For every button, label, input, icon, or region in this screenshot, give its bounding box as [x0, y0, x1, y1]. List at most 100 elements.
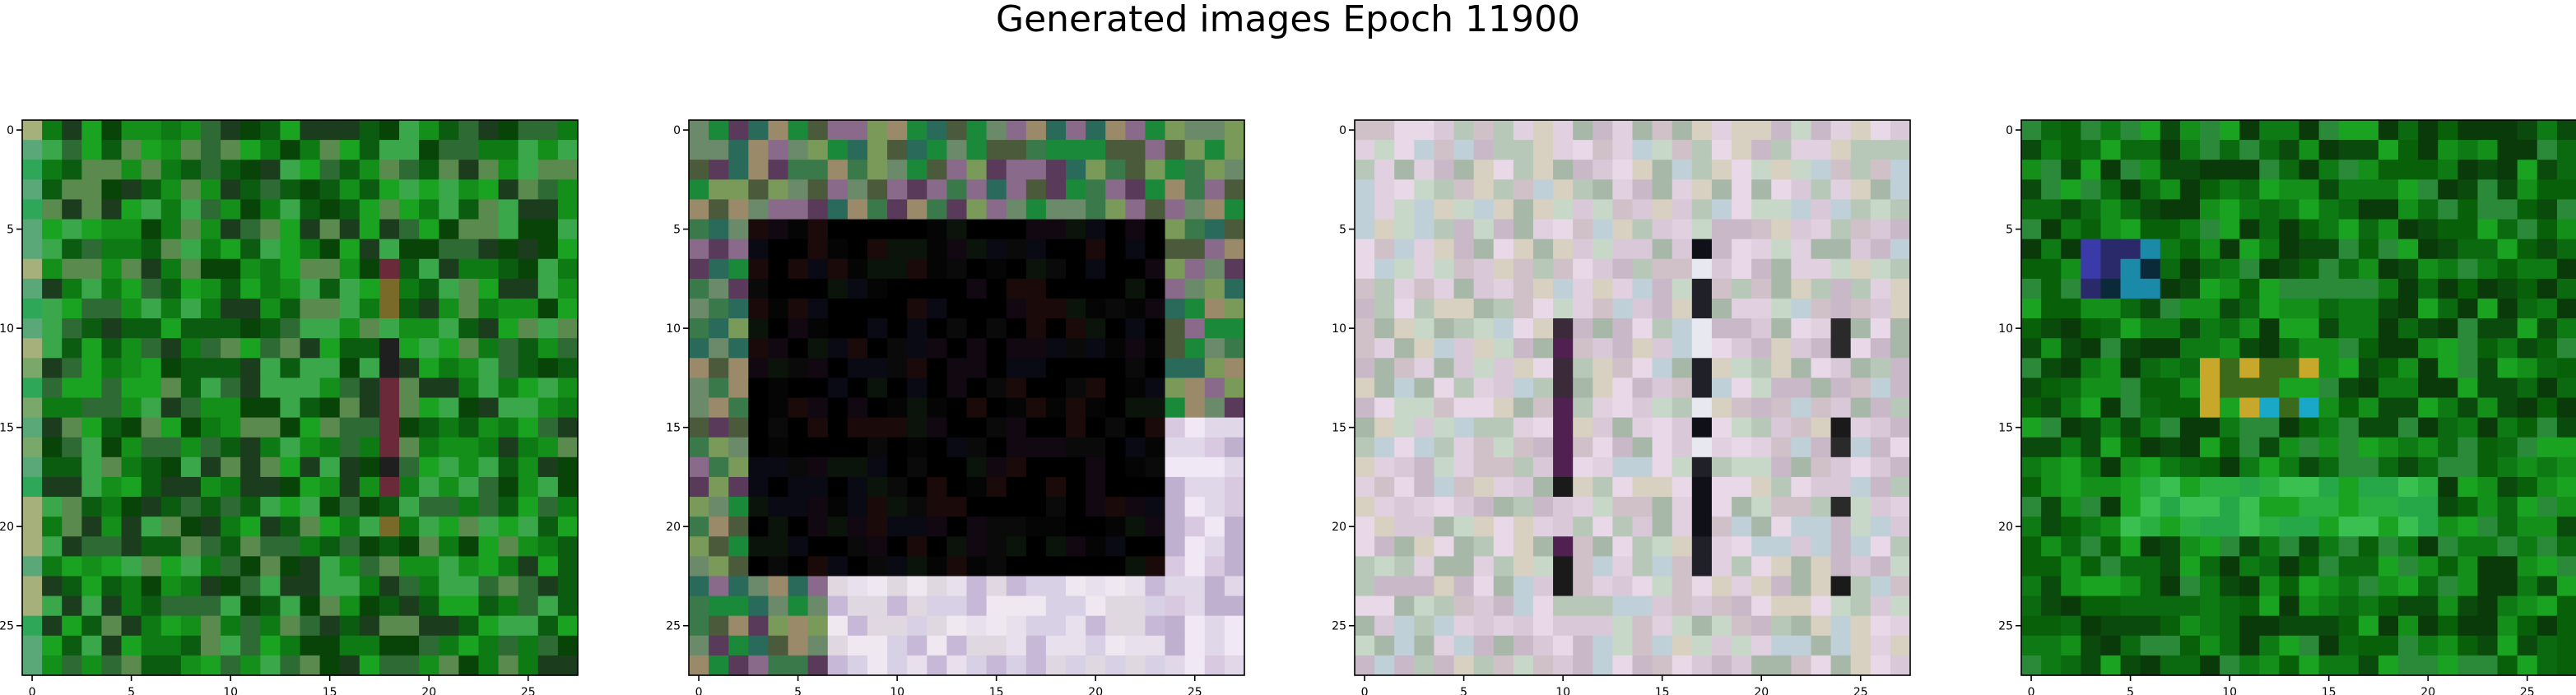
y-tick-label: 20 [1998, 521, 2013, 534]
image-pixel [557, 595, 579, 617]
image-pixel [2021, 298, 2042, 319]
image-pixel [498, 576, 519, 597]
image-pixel [1025, 140, 1047, 160]
y-tick-label: 10 [1998, 322, 2013, 336]
image-pixel [867, 397, 888, 419]
image-pixel [1145, 635, 1166, 656]
image-pixel [748, 160, 770, 180]
image-pixel [101, 595, 123, 617]
image-pixel [458, 517, 480, 537]
image-pixel [2140, 497, 2161, 517]
image-pixel [1513, 556, 1534, 577]
image-pixel [2259, 397, 2280, 419]
image-pixel [1145, 199, 1166, 220]
image-pixel [379, 140, 400, 160]
image-pixel [1612, 595, 1634, 617]
image-pixel [379, 655, 400, 676]
image-pixel [1573, 338, 1593, 359]
image-pixel [1791, 179, 1812, 201]
image-pixel [2438, 199, 2458, 220]
image-pixel [1394, 536, 1415, 557]
image-pixel [2279, 655, 2300, 676]
image-pixel [827, 397, 849, 419]
image-pixel [1066, 239, 1086, 260]
image-pixel [1850, 258, 1872, 280]
image-pixel [1066, 655, 1086, 676]
image-pixel [260, 179, 281, 201]
image-pixel [2378, 556, 2399, 577]
image-pixel [319, 120, 341, 141]
image-pixel [1493, 615, 1514, 637]
image-pixel [141, 318, 162, 339]
image-pixel [1532, 556, 1554, 577]
image-pixel [2398, 239, 2419, 260]
image-pixel [709, 378, 729, 399]
image-pixel [1890, 120, 1911, 141]
image-pixel [1434, 497, 1455, 517]
image-pixel [1394, 635, 1415, 656]
image-pixel [1771, 417, 1792, 438]
image-pixel [557, 517, 579, 537]
image-pixel [359, 456, 380, 478]
image-pixel [2457, 258, 2479, 280]
image-pixel [458, 595, 480, 617]
image-pixel [2220, 219, 2240, 240]
image-pixel [2279, 199, 2300, 220]
image-pixel [1771, 437, 1792, 458]
image-pixel [867, 120, 888, 141]
image-pixel [180, 239, 202, 260]
image-pixel [160, 338, 182, 359]
image-pixel [2021, 556, 2042, 577]
image-pixel [42, 456, 63, 478]
image-pixel [748, 378, 770, 399]
image-pixel [1593, 635, 1613, 656]
image-pixel [1771, 278, 1792, 299]
y-tick-label: 25 [666, 620, 681, 633]
image-pixel [1434, 456, 1455, 478]
image-pixel [2398, 655, 2419, 676]
image-pixel [81, 298, 103, 319]
image-pixel [907, 595, 928, 617]
image-pixel [240, 298, 261, 319]
image-pixel [946, 476, 968, 498]
image-pixel [728, 595, 749, 617]
image-pixel [689, 219, 709, 240]
image-pixel [2556, 556, 2576, 577]
image-pixel [439, 278, 459, 299]
image-pixel [1145, 536, 1166, 557]
image-pixel [2220, 536, 2240, 557]
image-pixel [2199, 338, 2220, 359]
image-pixel [260, 298, 281, 319]
image-pixel [557, 199, 579, 220]
image-pixel [2081, 417, 2102, 438]
image-pixel [827, 655, 849, 676]
image-pixel [1224, 358, 1245, 378]
image-pixel [1632, 338, 1653, 359]
image-pixel [2279, 338, 2300, 359]
image-pixel [1045, 417, 1067, 438]
image-pixel [946, 595, 968, 617]
image-pixel [121, 160, 142, 180]
image-pixel [42, 517, 63, 537]
image-pixel [1672, 160, 1693, 180]
image-pixel [2259, 378, 2280, 399]
image-pixel [1771, 378, 1792, 399]
image-pixel [240, 615, 261, 637]
image-pixel [1493, 239, 1514, 260]
image-pixel [2081, 358, 2102, 378]
image-pixel [557, 298, 579, 319]
image-pixel [788, 358, 809, 378]
image-pixel [557, 437, 579, 458]
image-pixel [1652, 576, 1673, 597]
image-pixel [339, 417, 360, 438]
image-pixel [1612, 120, 1634, 141]
image-pixel [62, 318, 82, 339]
image-pixel [887, 635, 908, 656]
image-pixel [847, 298, 868, 319]
image-pixel [1204, 476, 1225, 498]
image-pixel [1553, 199, 1574, 220]
image-pixel [966, 358, 988, 378]
image-pixel [768, 497, 789, 517]
image-pixel [867, 437, 888, 458]
image-pixel [1593, 278, 1613, 299]
